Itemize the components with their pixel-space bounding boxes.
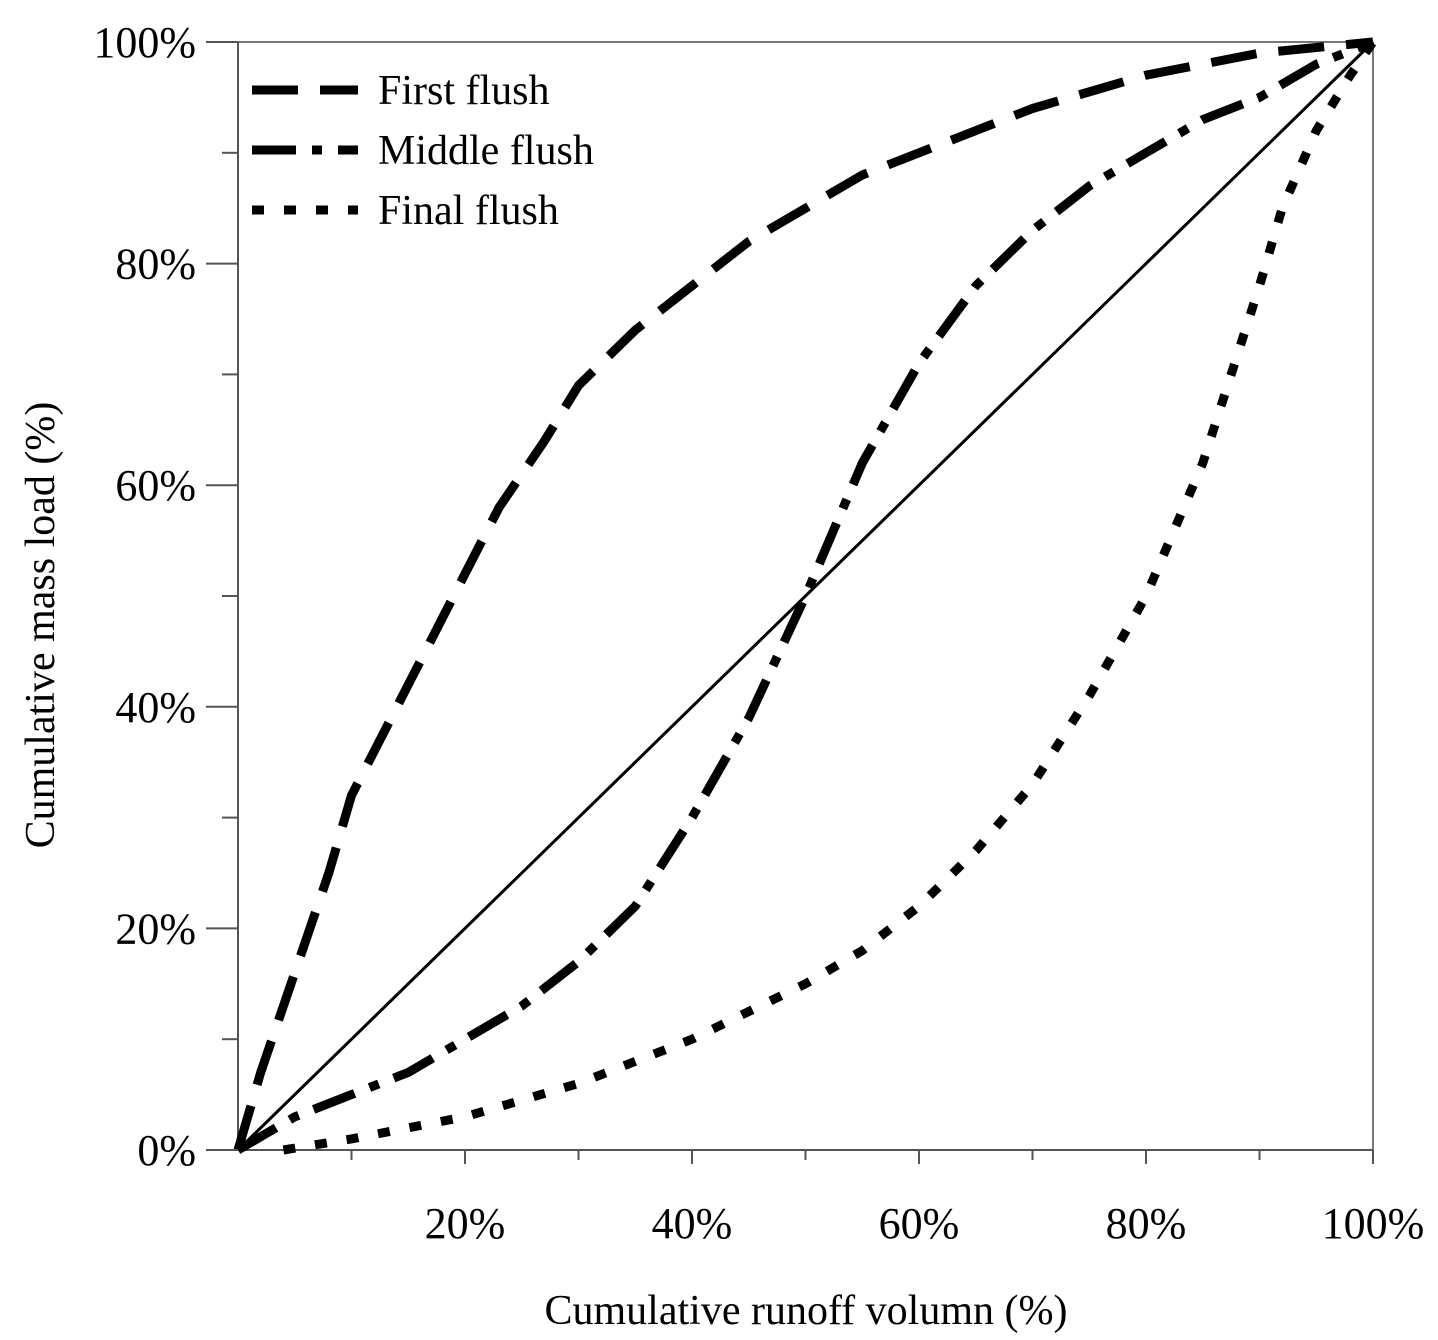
x-tick-label: 60% [879, 1199, 960, 1248]
y-tick-label: 80% [115, 240, 196, 289]
series-line-final-flush [282, 39, 1377, 1155]
series-line-first-flush [233, 37, 1374, 1152]
series-line-reference [236, 40, 1375, 1152]
y-axis-ticks: 0% 20% 40% 60% 80% 100% [93, 18, 238, 1175]
legend-label: Final flush [378, 188, 559, 234]
x-tick-label: 20% [425, 1199, 506, 1248]
series-line-middle-flush [235, 37, 1375, 1154]
legend-label: Middle flush [378, 128, 594, 174]
y-axis-title: Cumulative mass load (%) [18, 402, 64, 849]
y-tick-label: 20% [115, 904, 196, 953]
legend-label: First flush [378, 68, 550, 114]
x-axis-ticks: 20% 40% 60% 80% 100% [350, 1150, 1425, 1248]
y-tick-label: 40% [115, 683, 196, 732]
x-axis-title: Cumulative runoff volumn (%) [545, 1288, 1068, 1334]
series-layer [233, 37, 1377, 1155]
legend: First flush Middle flush Final flush [252, 68, 594, 234]
y-tick-label: 60% [115, 461, 196, 510]
x-tick-label: 40% [652, 1199, 733, 1248]
x-tick-label: 100% [1322, 1199, 1425, 1248]
x-tick-label: 80% [1106, 1199, 1187, 1248]
y-tick-label: 100% [93, 18, 196, 67]
y-tick-label: 0% [137, 1126, 196, 1175]
